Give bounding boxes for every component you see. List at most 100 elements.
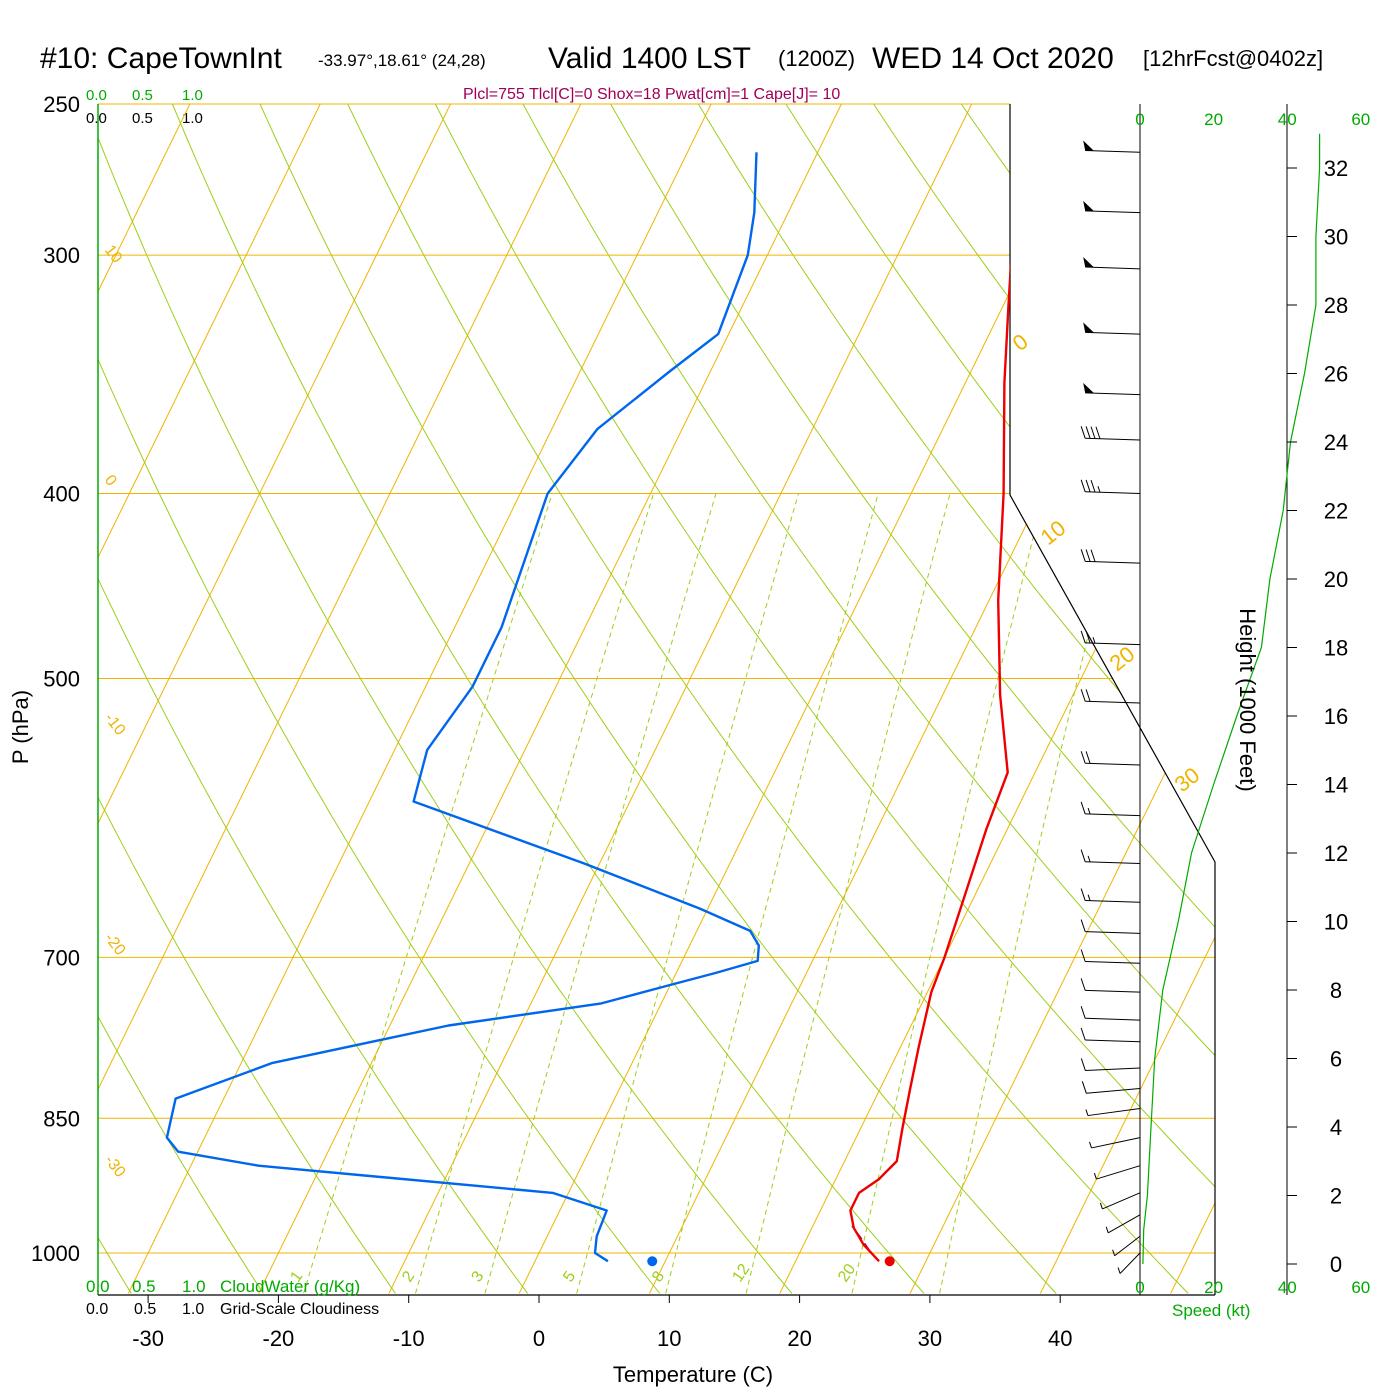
- isotherm-line: [98, 104, 207, 1294]
- isotherm-label: -10: [101, 710, 129, 739]
- speed-tick-label-top: 20: [1204, 110, 1223, 129]
- x-tick-label: -30: [132, 1326, 164, 1351]
- wind-barb-half-feather: [1089, 1141, 1092, 1149]
- x-tick-label: 20: [787, 1326, 811, 1351]
- wind-barb-feather: [1080, 689, 1086, 702]
- wind-barb-staff: [1114, 1235, 1141, 1257]
- wind-barb: [1080, 919, 1141, 934]
- wind-barb-feather: [1090, 426, 1096, 439]
- dry-adiabat-line: [504, 104, 1215, 1294]
- speed-tick-label-bottom: 40: [1278, 1278, 1297, 1297]
- forecast-info: [12hrFcst@0402z]: [1143, 46, 1323, 71]
- height-profile: [1142, 133, 1321, 1265]
- wind-barb-staff: [1085, 331, 1141, 335]
- wind-barb-staff: [1091, 1137, 1141, 1149]
- wind-barb-half-feather: [1093, 1172, 1097, 1180]
- wind-barb: [1083, 140, 1141, 153]
- pressure-tick-label: 250: [43, 92, 80, 117]
- valid-date: WED 14 Oct 2020: [872, 42, 1114, 75]
- dry-adiabat-line: [98, 104, 793, 1294]
- height-tick-label: 22: [1324, 499, 1348, 524]
- wind-barb-feather: [1085, 630, 1091, 644]
- wind-barb: [1089, 1137, 1141, 1149]
- top-cloudiness-scale: 0.0 0.5 1.0: [86, 110, 203, 127]
- plot-frame: [97, 104, 1288, 1296]
- height-tick-label: 16: [1324, 704, 1348, 729]
- height-tick-label: 28: [1324, 293, 1348, 318]
- wind-barb-feather: [1085, 751, 1091, 764]
- station-title: #10: CapeTownInt: [40, 42, 282, 75]
- wind-barb-half-feather: [1087, 807, 1091, 815]
- isotherm-line: [98, 104, 338, 1294]
- wind-barb: [1081, 1081, 1141, 1094]
- wind-barb-staff: [1085, 1017, 1141, 1021]
- wind-barb-staff: [1085, 560, 1141, 564]
- wind-barb: [1080, 689, 1141, 704]
- wind-barb-feather: [1080, 1027, 1086, 1041]
- bottom-cloudwater-scale: 0.0 0.5 1.0 CloudWater (g/Kg): [86, 1277, 360, 1296]
- mixing-ratio-line: [665, 493, 879, 1294]
- height-tick-label: 2: [1330, 1184, 1342, 1209]
- dry-adiabat-lines: [98, 70, 1400, 1294]
- wind-barb-feather: [1080, 801, 1086, 815]
- wind-barb-half-feather: [1097, 486, 1101, 493]
- dry-adiabat-line: [1024, 104, 1215, 1294]
- wind-barb-staff: [1085, 642, 1141, 646]
- wind-barb: [1080, 426, 1141, 441]
- wind-barb-feather: [1080, 919, 1086, 932]
- wind-barb-half-feather: [1092, 637, 1096, 644]
- wind-barb: [1080, 1006, 1141, 1021]
- cloud-scale-tick: 0.5: [132, 110, 153, 127]
- isotherm-label: 10: [1036, 515, 1071, 550]
- dry-adiabat-line: [1285, 70, 1400, 1293]
- isotherm-line: [388, 104, 989, 1294]
- x-tick-label: 30: [918, 1326, 942, 1351]
- wind-barb: [1080, 549, 1141, 564]
- pressure-tick-label: 700: [43, 945, 80, 970]
- dry-adiabat-line: [98, 104, 661, 1294]
- height-tick-label: 18: [1324, 636, 1348, 661]
- wind-barb-staff: [1085, 392, 1141, 396]
- dewpoint-curve: [165, 152, 760, 1263]
- mixing-ratio-label: 2: [399, 1268, 418, 1285]
- wind-barb-staff: [1085, 961, 1141, 964]
- sounding-curves: [165, 152, 1021, 1267]
- wind-barb-staff: [1085, 700, 1141, 704]
- wind-barb-half-feather: [1085, 1109, 1089, 1116]
- mixing-ratio-line: [939, 493, 1123, 1294]
- speed-tick-label-top: 60: [1351, 110, 1370, 129]
- surface-dewpoint-dot: [647, 1256, 658, 1267]
- cloud-scale-tick: 1.0: [182, 110, 203, 127]
- speed-tick-label-bottom: 20: [1204, 1278, 1223, 1297]
- wind-barb-half-feather: [1087, 855, 1091, 863]
- isotherm-label: 0: [1008, 329, 1033, 356]
- wind-barb-staff: [1086, 1088, 1141, 1094]
- wind-barb-staff: [1085, 813, 1141, 817]
- wind-barb-feather: [1085, 426, 1091, 439]
- wind-barb-staff: [1085, 150, 1141, 153]
- mixing-ratio-label: 20: [835, 1261, 859, 1285]
- wind-barb-staff: [1085, 1039, 1141, 1043]
- x-tick-label: -10: [393, 1326, 425, 1351]
- wind-barb-flag: [1083, 382, 1094, 394]
- wind-barb-flag: [1083, 322, 1094, 333]
- dry-adiabat-line: [98, 104, 396, 1294]
- wind-barb: [1080, 1058, 1141, 1071]
- cloud-scale-tick: 0.5: [134, 1301, 156, 1318]
- height-tick-label: 14: [1324, 773, 1348, 798]
- right-frame-line: [1009, 104, 1216, 1295]
- dry-adiabat-line: [677, 104, 1215, 1294]
- cw-scale-tick: 0.0: [86, 87, 107, 104]
- wind-barb-half-feather: [1105, 1226, 1109, 1233]
- cw-scale-tick: 0.5: [132, 1277, 156, 1296]
- wind-barb-feather: [1080, 751, 1086, 764]
- wind-barb-staff: [1085, 762, 1141, 766]
- dry-adiabat-line: [244, 104, 1057, 1294]
- height-tick-label: 6: [1330, 1047, 1342, 1072]
- wind-barb-staff: [1085, 861, 1141, 864]
- wind-barb: [1080, 849, 1141, 864]
- dry-adiabat-line: [98, 104, 529, 1294]
- wind-barb: [1085, 1107, 1141, 1117]
- isotherm-label: 30: [1170, 762, 1205, 797]
- wind-barb: [1083, 257, 1141, 270]
